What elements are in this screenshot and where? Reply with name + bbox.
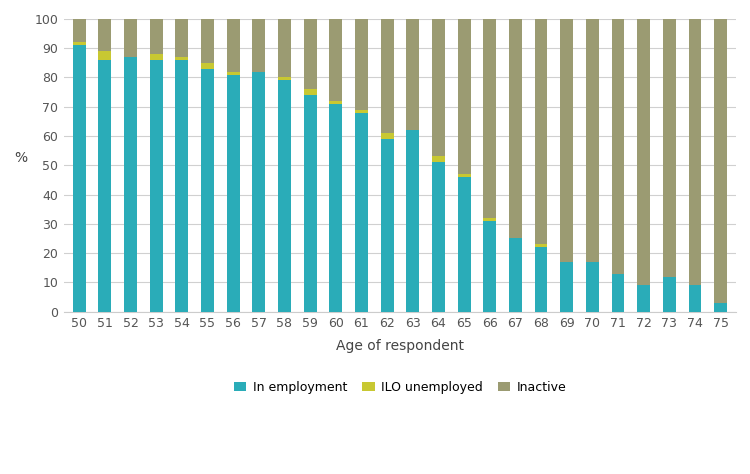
Bar [124, 57, 137, 311]
Bar [406, 130, 419, 311]
Bar [406, 19, 419, 130]
X-axis label: Age of respondent: Age of respondent [336, 338, 464, 353]
Bar [150, 54, 163, 60]
Bar [201, 69, 214, 311]
Bar [73, 45, 86, 311]
Bar [535, 244, 548, 247]
Bar [98, 60, 111, 311]
Bar [329, 101, 342, 104]
Bar [432, 19, 445, 156]
Bar [612, 273, 625, 311]
Bar [355, 109, 368, 112]
Bar [560, 19, 573, 262]
Bar [381, 133, 394, 139]
Bar [688, 285, 701, 311]
Bar [586, 262, 598, 311]
Bar [688, 19, 701, 285]
Bar [98, 19, 111, 51]
Bar [483, 218, 496, 221]
Bar [458, 177, 470, 311]
Bar [381, 139, 394, 311]
Bar [150, 19, 163, 54]
Bar [226, 74, 239, 311]
Bar [73, 42, 86, 45]
Bar [714, 303, 728, 311]
Bar [278, 81, 291, 311]
Bar [535, 19, 548, 244]
Bar [201, 63, 214, 69]
Bar [278, 19, 291, 77]
Bar [432, 162, 445, 311]
Bar [329, 19, 342, 101]
Bar [253, 19, 266, 72]
Bar [458, 174, 470, 177]
Bar [98, 51, 111, 60]
Bar [638, 285, 650, 311]
Bar [201, 19, 214, 63]
Bar [381, 19, 394, 133]
Bar [253, 72, 266, 311]
Bar [304, 89, 316, 95]
Bar [663, 276, 676, 311]
Bar [663, 19, 676, 276]
Bar [638, 19, 650, 285]
Bar [278, 77, 291, 81]
Bar [509, 19, 522, 238]
Bar [304, 95, 316, 311]
Bar [176, 60, 188, 311]
Bar [124, 19, 137, 57]
Bar [586, 19, 598, 262]
Bar [458, 19, 470, 174]
Bar [612, 19, 625, 273]
Bar [432, 156, 445, 162]
Bar [226, 72, 239, 74]
Bar [150, 60, 163, 311]
Y-axis label: %: % [14, 151, 27, 165]
Bar [483, 19, 496, 218]
Bar [176, 57, 188, 60]
Bar [226, 19, 239, 72]
Bar [535, 247, 548, 311]
Bar [355, 112, 368, 311]
Bar [560, 262, 573, 311]
Bar [329, 104, 342, 311]
Bar [73, 19, 86, 42]
Bar [355, 19, 368, 109]
Bar [176, 19, 188, 57]
Bar [509, 238, 522, 311]
Bar [304, 19, 316, 89]
Bar [483, 221, 496, 311]
Bar [714, 19, 728, 303]
Legend: In employment, ILO unemployed, Inactive: In employment, ILO unemployed, Inactive [229, 376, 571, 399]
